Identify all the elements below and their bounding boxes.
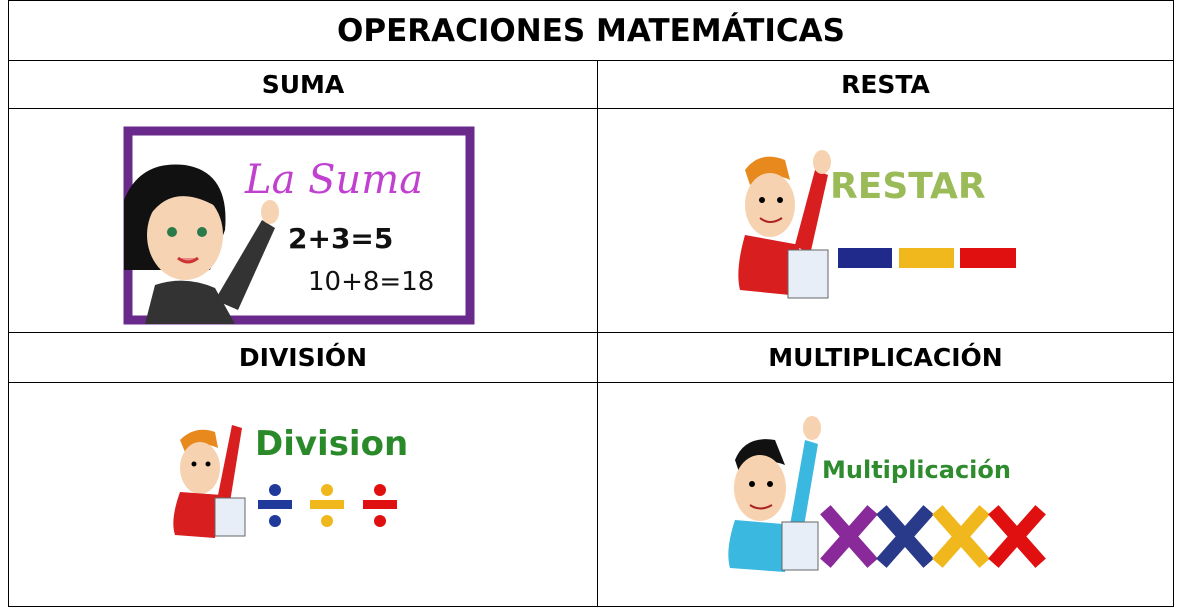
image-text: RESTAR (830, 166, 986, 207)
image-text: Division (255, 424, 408, 464)
resta-image: RESTAR (738, 150, 1016, 299)
image-text: 10+8=18 (308, 267, 434, 297)
image-text: 2+3=5 (288, 222, 393, 255)
suma-image: La Suma 2+3=5 10+8=18 (123, 126, 475, 325)
multiplicacion-image: Multiplicación (728, 416, 1046, 572)
image-text: La Suma (244, 157, 423, 203)
division-image: Division (173, 424, 408, 538)
image-cell (597, 382, 1174, 607)
image-text: Multiplicación (822, 456, 1011, 484)
